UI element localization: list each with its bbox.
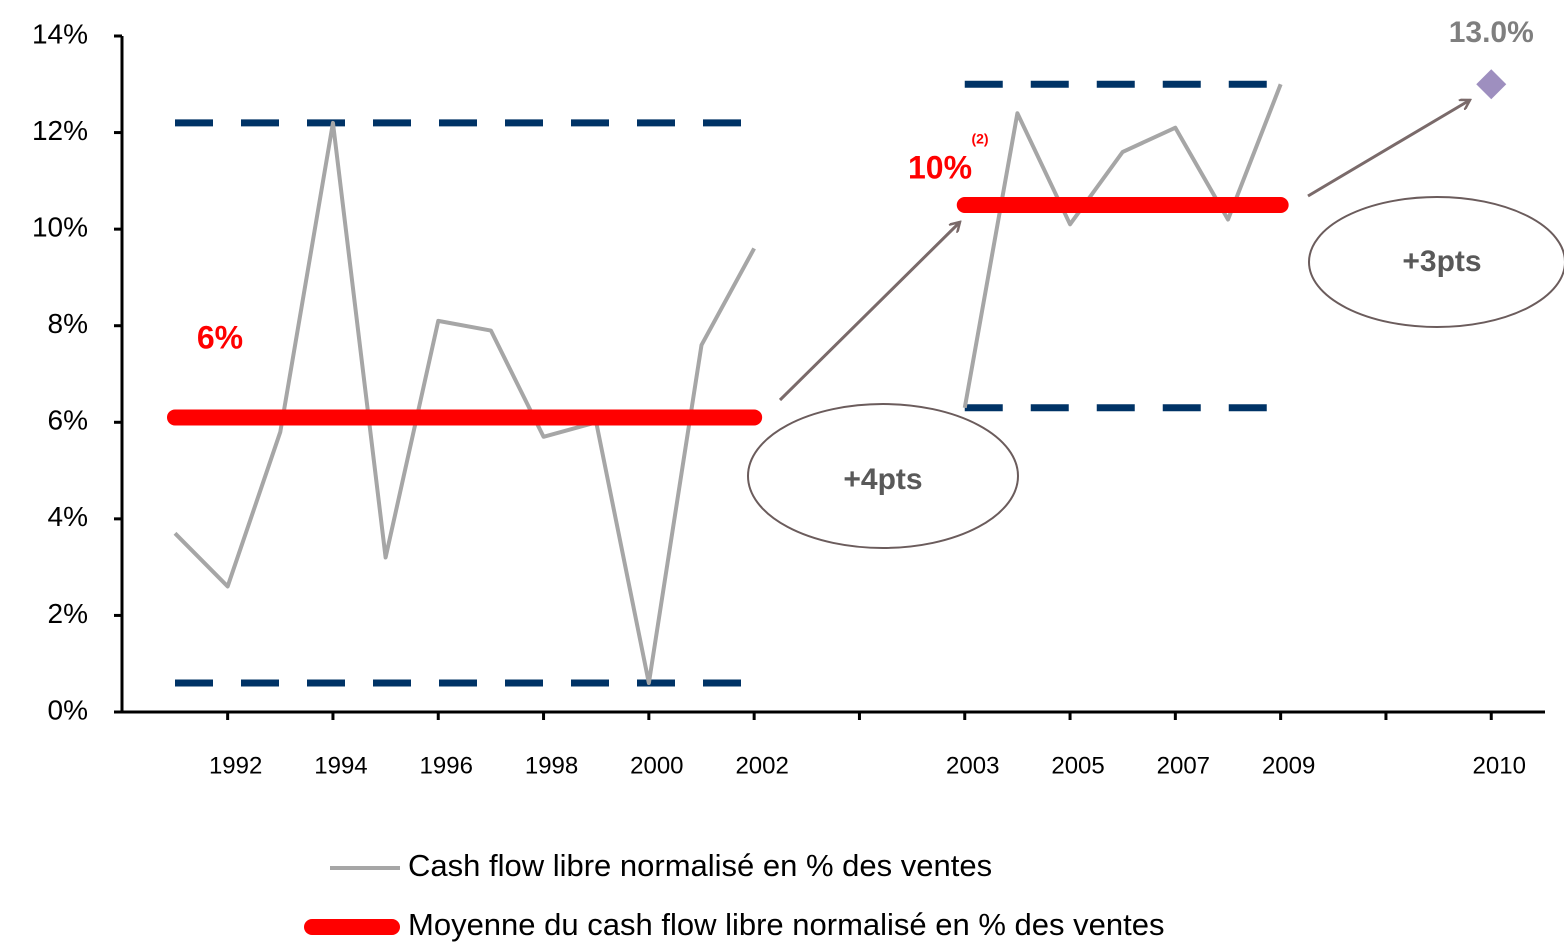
arrow [778, 222, 960, 402]
y-tick-label: 14% [32, 18, 88, 49]
annotation: 6% [197, 319, 243, 355]
x-tick-label: 1998 [525, 752, 578, 779]
callout-ellipse [747, 403, 1019, 549]
x-tick-label: 1992 [209, 752, 262, 779]
range-band [175, 404, 1281, 687]
average-line [167, 197, 1289, 426]
annotation: (2) [971, 131, 988, 147]
x-tick-label: 2003 [946, 752, 999, 779]
arrow [1307, 100, 1470, 198]
legend-label: Cash flow libre normalisé en % des vente… [408, 848, 992, 883]
range-band [175, 80, 1281, 127]
annotation: +3pts [1402, 245, 1481, 278]
series-line [173, 83, 1283, 686]
y-tick-label: 2% [48, 598, 88, 629]
y-tick-label: 0% [48, 694, 88, 725]
x-tick-label: 2010 [1473, 752, 1526, 779]
y-tick-label: 10% [32, 212, 88, 243]
annotation: 10% [908, 149, 972, 185]
y-tick-label: 4% [48, 501, 88, 532]
x-tick-label: 2009 [1262, 752, 1315, 779]
highlight-point [1476, 69, 1507, 100]
x-tick-label: 1994 [314, 752, 367, 779]
x-tick-label: 2005 [1051, 752, 1104, 779]
x-tick-label: 2000 [630, 752, 683, 779]
annotation: +4pts [843, 463, 922, 496]
x-tick-label: 1996 [420, 752, 473, 779]
y-tick-label: 6% [48, 405, 88, 436]
callout-ellipse [1308, 196, 1564, 328]
data-label: 13.0% [1449, 16, 1534, 49]
legend-label: Moyenne du cash flow libre normalisé en … [408, 907, 1164, 942]
y-tick-label: 12% [32, 115, 88, 146]
x-tick-label: 2007 [1157, 752, 1210, 779]
y-tick-label: 8% [48, 308, 88, 339]
x-tick-label: 2002 [735, 752, 788, 779]
